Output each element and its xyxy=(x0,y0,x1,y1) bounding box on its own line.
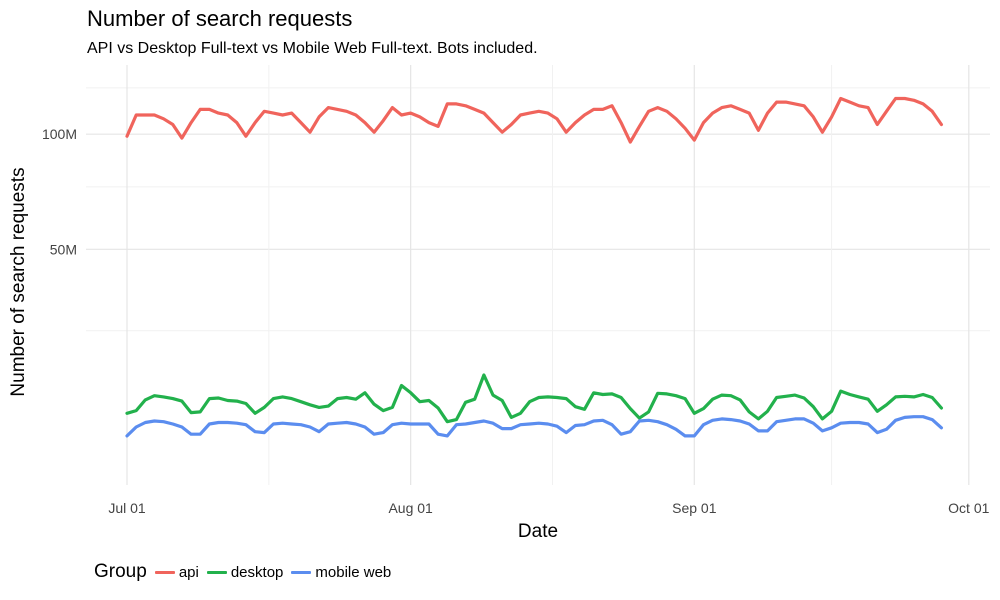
legend-label-api: api xyxy=(178,563,199,581)
legend-label-desktop: desktop xyxy=(230,563,284,581)
series-lines xyxy=(125,96,944,438)
chart-subtitle: API vs Desktop Full-text vs Mobile Web F… xyxy=(87,40,538,57)
legend-item-api: api xyxy=(154,563,199,581)
legend-label-mobile-web: mobile web xyxy=(315,563,392,581)
x-axis-ticks: Jul 01 Aug 01 Sep 01 Oct 01 xyxy=(108,500,989,516)
legend-item-desktop: desktop xyxy=(206,563,284,581)
x-tick-label: Oct 01 xyxy=(948,500,989,516)
legend-item-mobile-web: mobile web xyxy=(291,564,391,581)
chart-title: Number of search requests xyxy=(87,6,353,31)
legend: Group api desktop mobile web xyxy=(94,561,399,583)
y-axis-label: Number of search requests xyxy=(8,167,29,396)
series-line-desktop xyxy=(125,373,944,424)
series-line-api xyxy=(125,96,944,144)
series-line-mobile-web xyxy=(125,415,944,438)
legend-key-mobile-web xyxy=(291,570,312,574)
x-tick-label: Sep 01 xyxy=(672,500,717,516)
legend-title: Group xyxy=(94,561,147,582)
x-axis-label: Date xyxy=(518,521,558,542)
x-tick-label: Aug 01 xyxy=(388,500,433,516)
y-tick-label: 50M xyxy=(50,241,77,257)
x-tick-label: Jul 01 xyxy=(108,500,146,516)
legend-key-desktop xyxy=(206,570,227,574)
legend-key-api xyxy=(154,570,175,574)
y-tick-label: 100M xyxy=(42,126,77,142)
y-axis-ticks: 50M 100M xyxy=(42,126,77,257)
